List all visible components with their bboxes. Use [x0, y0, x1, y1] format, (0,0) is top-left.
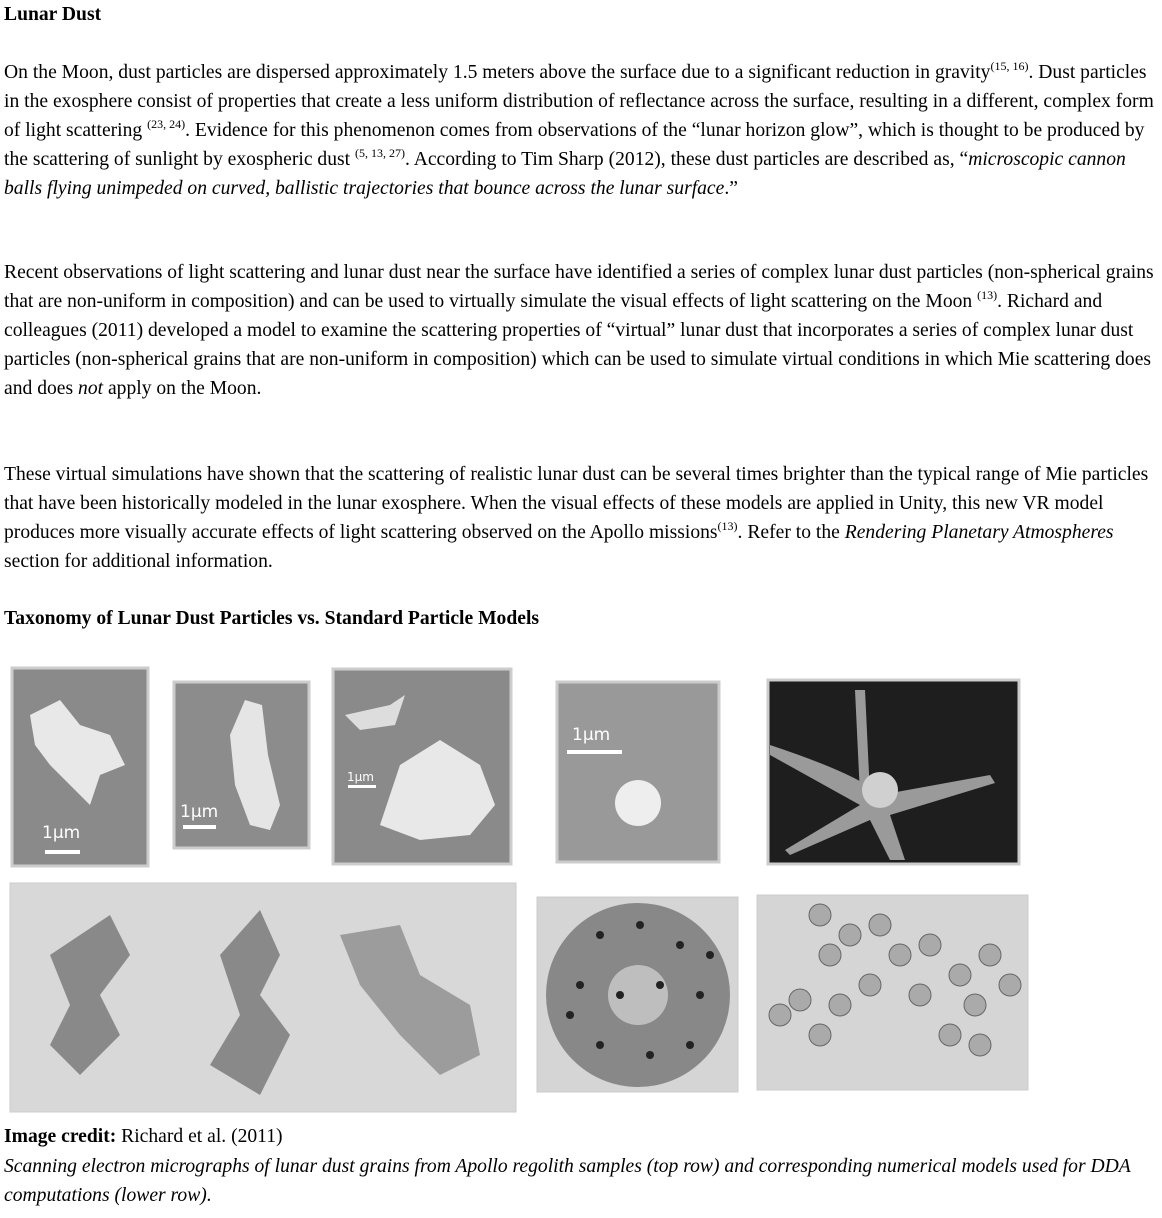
text-run: . Refer to the [737, 522, 845, 543]
figure: 1µm 1µm 1µm 1µm [9, 666, 1029, 1113]
title: Lunar Dust [4, 4, 102, 25]
emphasis: not [78, 378, 104, 399]
text-run: Recent observations of light scattering … [4, 262, 1154, 312]
text-run: Richard et al. (2011) [116, 1126, 283, 1147]
text-run: apply on the Moon. [103, 378, 262, 399]
citation: (5, 13, 27) [355, 146, 405, 160]
image-credit: Image credit: Richard et al. (2011) [4, 1122, 1160, 1151]
emphasis: microscopic cannon balls flying unimpede… [4, 149, 1126, 199]
scale-label: 1µm [347, 770, 374, 784]
text-run: . According to Tim Sharp (2012), these d… [405, 149, 969, 170]
figure-heading: Taxonomy of Lunar Dust Particles vs. Sta… [4, 608, 540, 629]
micrograph [766, 678, 1021, 866]
text-run: .” [724, 178, 738, 199]
micrograph: 1µm [10, 666, 150, 868]
citation: (15, 16) [990, 59, 1029, 73]
caption: Scanning electron micrographs of lunar d… [4, 1156, 1131, 1206]
citation: (23, 24) [147, 117, 186, 131]
text-run: These virtual simulations have shown tha… [4, 464, 1149, 543]
citation: (13) [717, 519, 738, 533]
micrograph: 1µm [172, 680, 311, 850]
text-run: . Evidence for this phenomenon comes fro… [4, 120, 1145, 170]
text-run: . Dust particles in the exosphere consis… [4, 62, 1154, 141]
dda-model [9, 882, 517, 1113]
text-run: On the Moon, dust particles are disperse… [4, 62, 991, 83]
bold-label: Image credit: [4, 1126, 117, 1147]
scale-label: 1µm [42, 823, 80, 843]
paragraph: These virtual simulations have shown tha… [4, 460, 1160, 576]
dda-model [536, 896, 739, 1093]
paragraph: On the Moon, dust particles are disperse… [4, 58, 1160, 203]
micrograph: 1µm [555, 680, 721, 864]
dda-model [756, 894, 1029, 1091]
paragraph: Recent observations of light scattering … [4, 258, 1160, 403]
citation: (13) [977, 288, 998, 302]
micrograph: 1µm [331, 667, 513, 866]
scale-label: 1µm [572, 725, 610, 745]
text-run: . Richard and colleagues (2011) develope… [4, 291, 1152, 399]
emphasis: Rendering Planetary Atmospheres [844, 522, 1114, 543]
text-run: section for additional information. [4, 551, 273, 572]
scale-label: 1µm [180, 802, 218, 822]
